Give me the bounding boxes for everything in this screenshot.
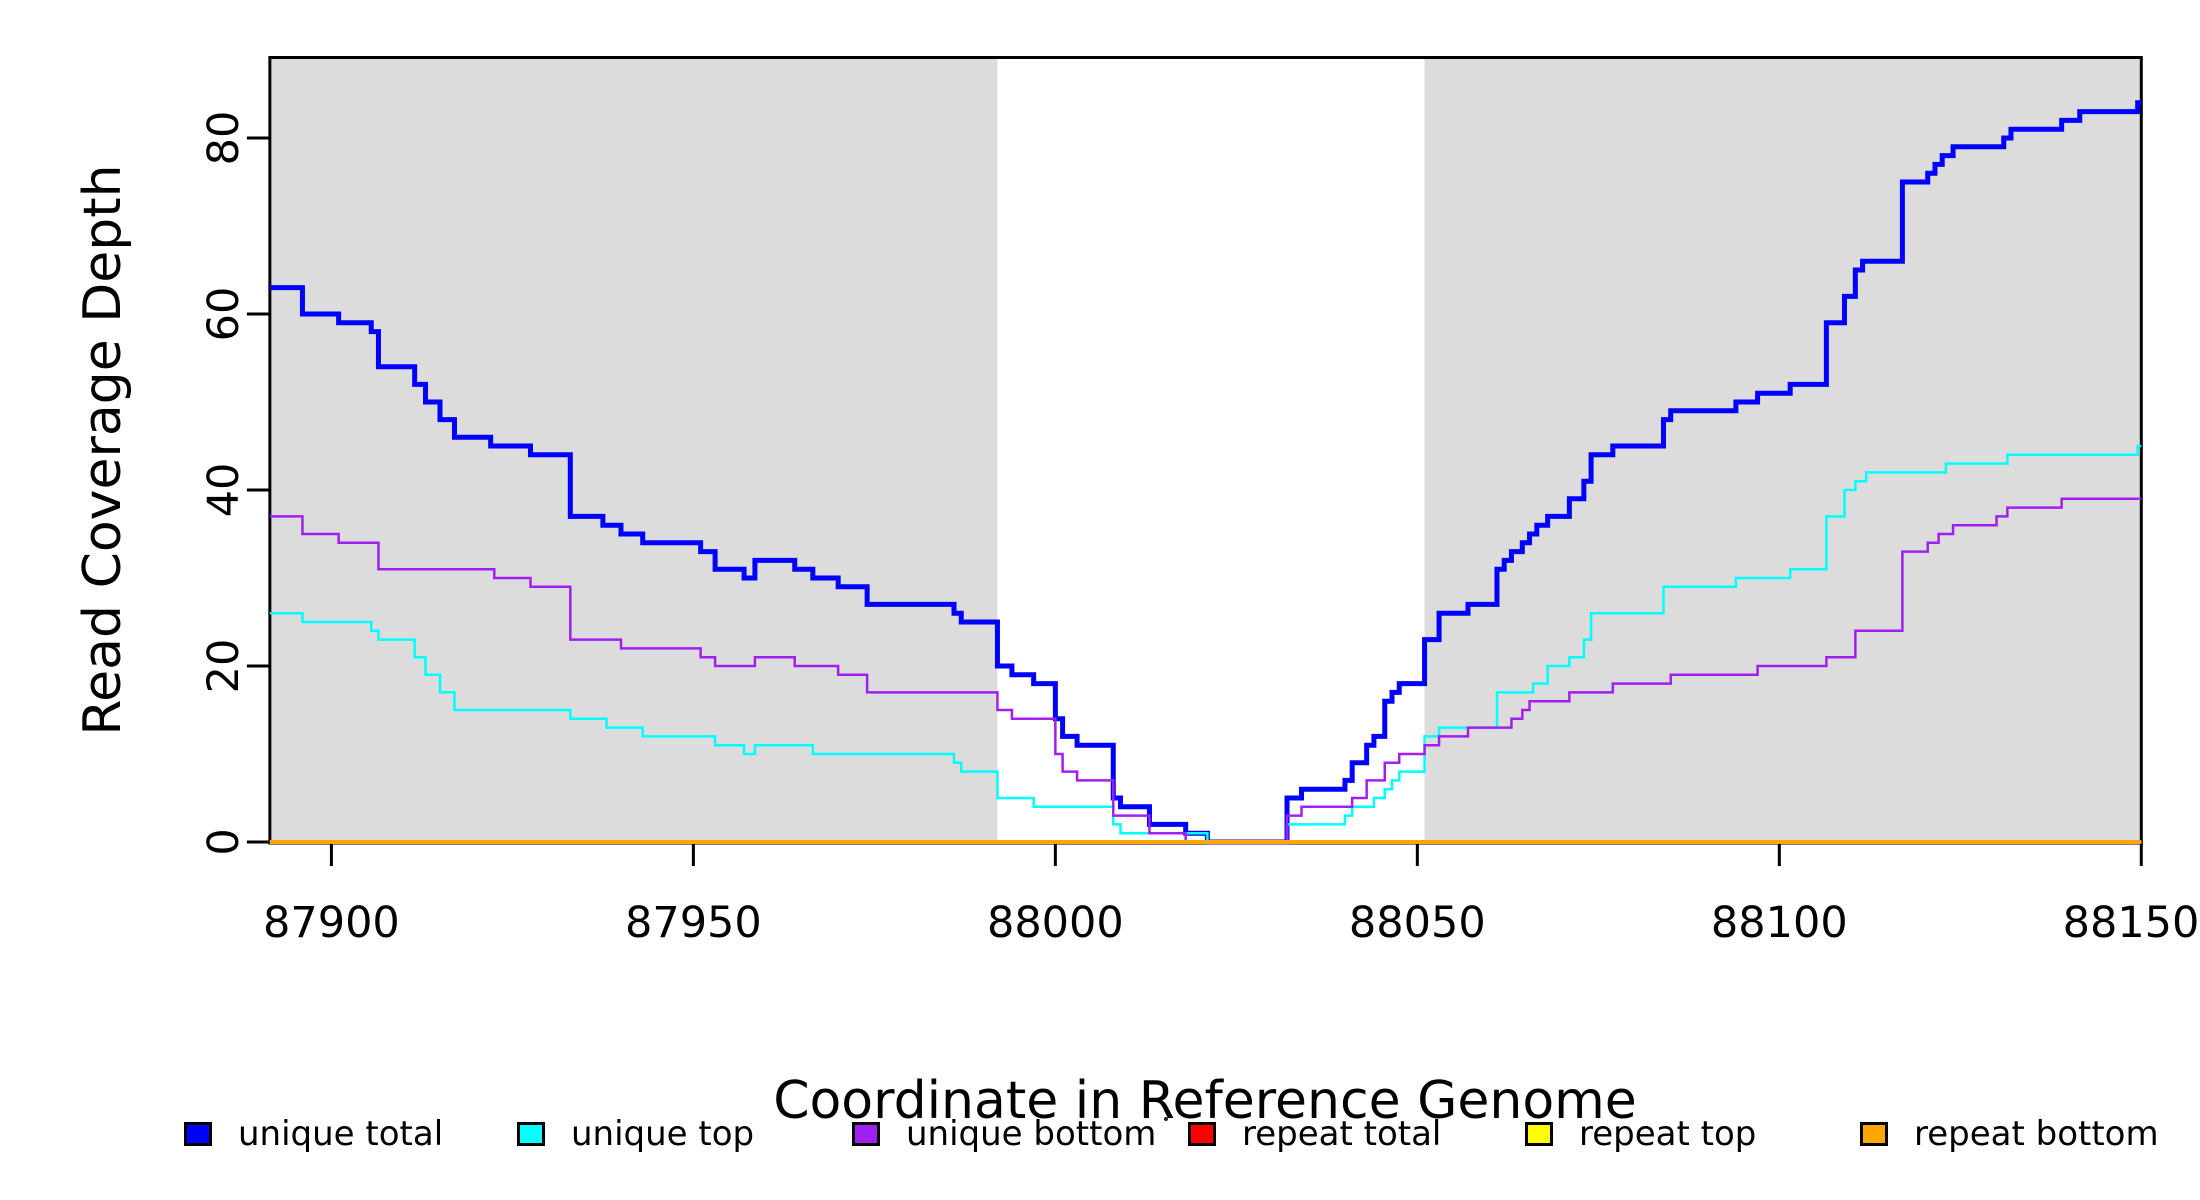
legend-swatch-icon [184, 1122, 212, 1146]
legend-swatch-icon [1525, 1122, 1553, 1146]
unique-region-shading [269, 57, 998, 843]
x-tick-label: 88100 [1710, 898, 1848, 948]
legend-swatch-icon [852, 1122, 880, 1146]
legend-entry-unique-bottom: unique bottom [852, 1108, 1156, 1160]
series-unique-total [269, 100, 2142, 845]
x-tick-label: 88050 [1348, 898, 1486, 948]
y-tick-label: 40 [199, 462, 249, 518]
legend-swatch-icon [1860, 1122, 1888, 1146]
legend-label: repeat top [1579, 1114, 1757, 1154]
legend-entry-unique-top: unique top [517, 1108, 754, 1160]
legend-label: repeat bottom [1914, 1114, 2159, 1154]
y-axis-title: Read Coverage Depth [73, 164, 133, 736]
legend-entry-repeat-bottom: repeat bottom [1860, 1108, 2159, 1160]
legend-label: repeat total [1242, 1114, 1442, 1154]
stray-dot-artifact [1164, 1117, 1168, 1121]
legend-entry-repeat-total: repeat total [1188, 1108, 1441, 1160]
y-tick-label: 60 [199, 286, 249, 342]
unique-region-shading [1424, 57, 2142, 843]
x-tick-label: 88150 [2062, 898, 2200, 948]
x-tick-label: 88000 [986, 898, 1124, 948]
x-tick-label: 87950 [624, 898, 762, 948]
legend-swatch-icon [517, 1122, 545, 1146]
series-unique-top [269, 444, 2142, 844]
legend-label: unique top [571, 1114, 755, 1154]
y-tick-label: 20 [199, 638, 249, 694]
legend: unique total unique top unique bottom repea… [0, 1108, 2200, 1160]
x-axis-title: Coordinate in Reference Genome [773, 1071, 1637, 1131]
y-tick-label: 80 [199, 110, 249, 166]
legend-swatch-icon [1188, 1122, 1216, 1146]
y-tick-label: 0 [199, 828, 249, 856]
legend-label: unique bottom [906, 1114, 1157, 1154]
series-unique-bottom [269, 497, 2142, 844]
x-tick-label: 87900 [262, 898, 400, 948]
legend-label: unique total [238, 1114, 444, 1154]
legend-entry-repeat-top: repeat top [1525, 1108, 1756, 1160]
legend-entry-unique-total: unique total [184, 1108, 443, 1160]
